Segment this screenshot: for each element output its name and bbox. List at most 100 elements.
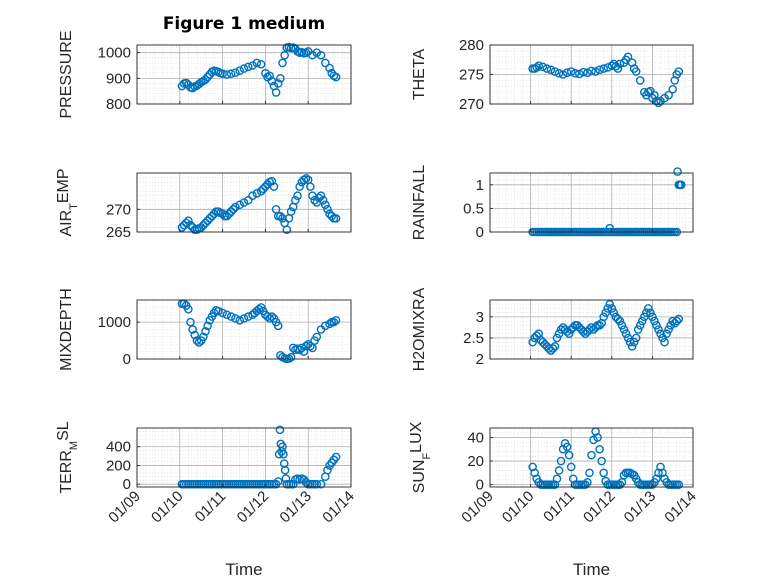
plot-background <box>137 173 351 232</box>
data-point <box>275 425 285 435</box>
data-point <box>587 450 596 460</box>
data-point <box>254 304 264 314</box>
y-tick-label: 1000 <box>98 314 131 331</box>
x-tick-label: 01/13 <box>276 488 315 527</box>
data-point <box>550 342 560 351</box>
data-point <box>222 310 232 320</box>
data-point <box>615 316 625 326</box>
series-mixdepth <box>177 299 341 364</box>
y-tick-label: 0.5 <box>463 200 484 217</box>
data-point <box>261 182 270 191</box>
data-point <box>599 468 608 478</box>
data-point <box>279 449 288 459</box>
subplot-mixdepth: 0 1000 MIXDEPTH <box>58 288 352 371</box>
data-point <box>179 220 189 230</box>
data-point <box>321 321 330 331</box>
data-point <box>226 69 236 79</box>
data-point <box>331 214 341 223</box>
data-point <box>205 214 215 223</box>
data-point <box>585 468 594 478</box>
y-tick-label: 1000 <box>98 45 131 62</box>
data-point <box>674 314 684 324</box>
y-tick-label: 3 <box>476 309 484 326</box>
data-point <box>554 466 564 475</box>
chart-title: Figure 1 medium <box>163 14 325 34</box>
data-point <box>280 465 290 475</box>
grid <box>136 427 352 487</box>
data-point <box>228 205 238 214</box>
data-point <box>558 70 568 79</box>
y-tick-label: 1 <box>476 177 484 194</box>
data-point <box>562 442 572 452</box>
data-point <box>672 316 682 326</box>
data-point <box>291 195 300 205</box>
data-point <box>656 329 665 339</box>
y-axis-label: TERRMSL <box>55 421 80 493</box>
data-point <box>276 211 285 221</box>
data-point <box>595 65 604 75</box>
data-point <box>617 320 627 330</box>
y-tick-label: 0 <box>123 476 131 493</box>
data-point <box>218 308 227 318</box>
data-point <box>299 347 309 356</box>
data-point <box>329 317 339 327</box>
data-point <box>666 320 675 330</box>
data-point <box>648 480 657 489</box>
data-point <box>177 223 187 232</box>
x-tick-label: 01/11 <box>192 488 230 526</box>
data-point <box>222 211 232 221</box>
data-point <box>273 477 283 486</box>
data-point <box>654 325 663 334</box>
data-point <box>188 325 197 334</box>
data-point <box>652 474 661 484</box>
data-point <box>235 315 245 325</box>
series-sunflux <box>528 427 684 489</box>
y-tick-label: 265 <box>106 224 131 241</box>
data-point <box>552 333 562 343</box>
data-point <box>188 83 197 93</box>
y-axis-label: AIRTEMP <box>55 168 80 236</box>
data-point <box>621 329 631 339</box>
data-point <box>325 209 334 219</box>
data-point <box>635 76 645 85</box>
data-point <box>293 191 302 200</box>
data-point <box>637 316 647 326</box>
data-point <box>605 299 615 309</box>
data-point <box>190 330 200 340</box>
data-point <box>648 312 657 322</box>
data-point <box>231 202 240 212</box>
data-point <box>286 352 296 362</box>
data-point <box>564 450 574 460</box>
data-point <box>595 320 604 330</box>
data-point <box>280 50 289 60</box>
data-point <box>607 304 617 313</box>
data-point <box>528 462 537 472</box>
data-point <box>609 308 619 317</box>
data-point <box>258 184 268 194</box>
axes-box <box>489 172 694 233</box>
data-point <box>321 200 330 210</box>
data-point <box>186 317 195 327</box>
data-point <box>184 216 193 225</box>
subplot-rainfall: 0 0.5 1 RAINFALL <box>411 165 694 241</box>
series-theta <box>528 52 684 108</box>
data-point <box>276 74 285 83</box>
data-point <box>209 308 219 318</box>
data-point <box>550 480 560 489</box>
data-point <box>581 480 590 489</box>
data-point <box>631 67 641 76</box>
data-point <box>222 70 232 79</box>
data-point <box>601 308 611 317</box>
data-point <box>597 456 606 466</box>
data-point <box>265 71 274 81</box>
data-point <box>184 304 193 314</box>
data-point <box>278 214 287 223</box>
data-point <box>548 344 558 353</box>
data-point <box>530 468 539 478</box>
data-point <box>591 323 600 332</box>
data-point <box>627 58 637 68</box>
y-tick-label: 0 <box>476 224 484 241</box>
data-point <box>231 68 240 78</box>
data-point <box>252 58 262 68</box>
